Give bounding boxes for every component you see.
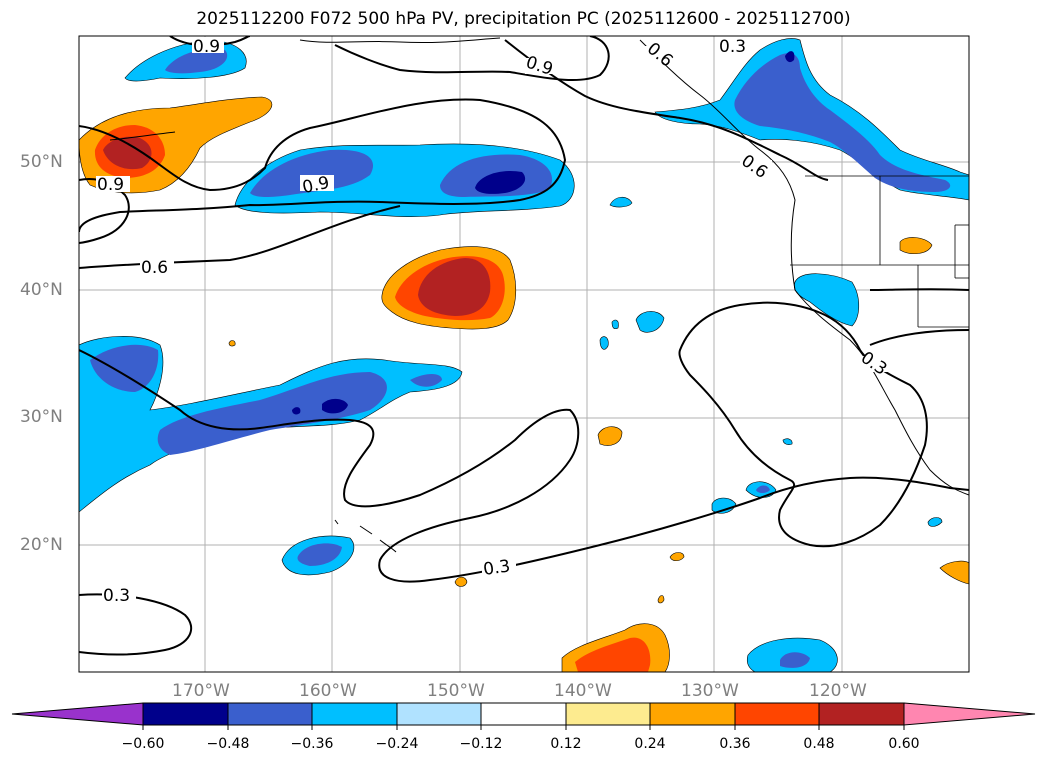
colorbar-tick-label: 0.24 — [634, 736, 666, 752]
colorbar-segment — [227, 702, 313, 726]
colorbar-segment — [396, 702, 482, 726]
colorbar-segment — [565, 702, 651, 726]
colorbar-tick-label: −0.36 — [290, 736, 334, 752]
colorbar-segment — [480, 702, 567, 726]
colorbar-tick-label: 0.36 — [719, 736, 751, 752]
map-frame — [78, 35, 970, 673]
colorbar-tick-label: −0.24 — [375, 736, 419, 752]
lon-label: 130°W — [681, 681, 739, 701]
colorbar-tick-label: −0.12 — [459, 736, 503, 752]
lat-label: 20°N — [20, 535, 63, 555]
contour-labels: 0.9 0.3 0.9 0.6 0.6 0.9 0.9 0.6 0.3 0.3 … — [96, 37, 894, 606]
lon-label: 170°W — [172, 681, 230, 701]
colorbar-tick-label: −0.48 — [206, 736, 250, 752]
colorbar-tick-label: 0.48 — [803, 736, 835, 752]
colorbar-tick-label: −0.60 — [121, 736, 165, 752]
lon-label: 140°W — [554, 681, 612, 701]
lon-label: 120°W — [809, 681, 867, 701]
colorbar — [11, 702, 1036, 730]
contour-label: 0.9 — [97, 175, 124, 195]
colorbar-extend-left — [11, 702, 144, 726]
colorbar-tick-label: 0.12 — [550, 736, 582, 752]
colorbar-segment — [142, 702, 229, 726]
colorbar-segment — [734, 702, 820, 726]
contour-label: 0.3 — [103, 586, 130, 606]
coastlines — [109, 37, 969, 553]
positive-anomaly-regions — [79, 96, 969, 672]
colorbar-extend-right — [903, 702, 1036, 726]
contour-label: 0.6 — [141, 258, 168, 278]
colorbar-segment — [311, 702, 398, 726]
lat-label: 50°N — [20, 152, 63, 172]
lat-label: 40°N — [20, 280, 63, 300]
colorbar-segment — [649, 702, 736, 726]
contour-label: 0.3 — [719, 37, 746, 57]
chart-title: 2025112200 F072 500 hPa PV, precipitatio… — [196, 9, 851, 29]
borders — [790, 175, 969, 328]
lat-label: 30°N — [20, 407, 63, 427]
lon-label: 150°W — [427, 681, 485, 701]
colorbar-tick-label: 0.60 — [888, 736, 920, 752]
contour-label: 0.3 — [482, 556, 512, 580]
lon-label: 160°W — [299, 681, 357, 701]
contour-label: 0.9 — [193, 37, 220, 57]
negative-anomaly-regions — [79, 38, 969, 672]
map-area: 0.9 0.3 0.9 0.6 0.6 0.9 0.9 0.6 0.3 0.3 … — [79, 36, 969, 672]
colorbar-segment — [818, 702, 905, 726]
